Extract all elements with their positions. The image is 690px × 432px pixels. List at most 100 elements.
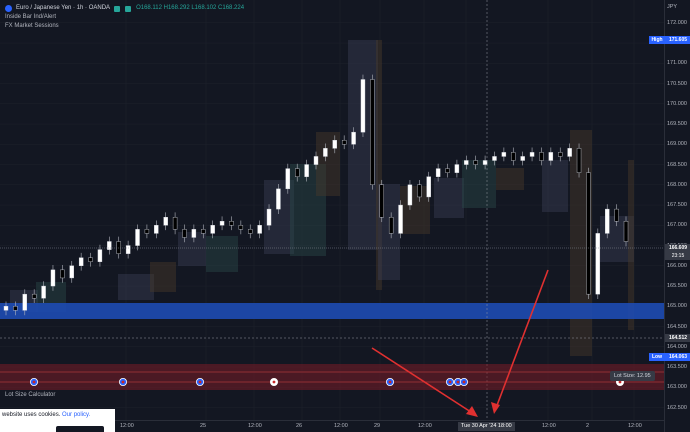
cookie-accept-button[interactable]	[56, 426, 104, 432]
chart-legend: Euro / Japanese Yen · 1h · OANDA O168.11…	[5, 4, 244, 31]
price-scale[interactable]: JPY 172.000171.500171.000170.500170.0001…	[649, 0, 690, 432]
time-tick-label: 12:00	[248, 423, 262, 429]
candle-body	[482, 160, 488, 165]
signal-marker-core	[121, 380, 125, 384]
candle-body	[388, 216, 394, 234]
candle-body	[13, 306, 18, 311]
candle-body	[97, 249, 103, 262]
candle-body	[88, 257, 93, 262]
time-tick-label: 12:00	[542, 423, 556, 429]
candle-body	[238, 225, 244, 230]
signal-marker-core	[272, 380, 276, 384]
symbol-name[interactable]: Euro / Japanese Yen · 1h · OANDA	[16, 5, 111, 11]
price-tick-label: 163.500	[667, 364, 687, 371]
candle-body	[351, 131, 356, 145]
price-chart[interactable]	[0, 0, 664, 432]
candle-body	[341, 140, 347, 145]
candle-body	[539, 152, 544, 161]
time-tick-label: 12:00	[418, 423, 432, 429]
ohlc-values: O168.112 H168.292 L168.102 C168.224	[136, 5, 245, 11]
time-tick-label: 2	[586, 423, 590, 429]
cookie-text: website uses cookies.	[2, 412, 61, 418]
price-tick-label: 162.500	[667, 404, 687, 411]
candle-body	[576, 148, 582, 173]
signal-marker-core	[448, 380, 452, 384]
candle-body	[31, 293, 37, 299]
candle-body	[567, 148, 572, 157]
session-box	[542, 160, 568, 212]
candle-body	[332, 140, 337, 149]
candle-body	[135, 229, 140, 246]
signal-marker-core	[456, 380, 460, 384]
session-box	[118, 274, 154, 300]
candle-body	[229, 221, 234, 226]
candle-body	[548, 152, 554, 161]
low-label: Low	[649, 353, 665, 361]
price-tick-label: 167.000	[667, 222, 687, 229]
lot-size-calculator-label[interactable]: Lot Size Calculator	[5, 392, 56, 398]
price-tick-label: 165.000	[667, 303, 687, 310]
symbol-row[interactable]: Euro / Japanese Yen · 1h · OANDA O168.11…	[5, 4, 244, 13]
price-tick-label: 171.000	[667, 60, 687, 67]
indicator-inside-bar[interactable]: Inside Bar Ind/Alert	[5, 14, 57, 20]
low-value: 164.063	[665, 353, 690, 361]
market-status-icon	[114, 5, 121, 12]
signal-marker-core	[388, 380, 392, 384]
candle-body	[605, 208, 610, 234]
candle-body	[511, 152, 516, 161]
candle-body	[360, 79, 366, 133]
candle-body	[323, 148, 328, 157]
candle-body	[370, 79, 375, 186]
candle-body	[3, 306, 9, 311]
time-axis[interactable]: 12:002512:002612:002912:003012:00212:00 …	[0, 420, 664, 432]
price-tick-label: 164.500	[667, 323, 687, 330]
candlesticks	[3, 74, 629, 316]
price-tick-label: 163.000	[667, 384, 687, 391]
candle-body	[464, 160, 469, 165]
candle-body	[210, 225, 215, 234]
currency-label: JPY	[667, 4, 678, 10]
price-tick-label: 169.500	[667, 121, 687, 128]
candle-body	[116, 241, 121, 254]
candle-body	[623, 221, 629, 242]
session-box	[178, 232, 206, 266]
session-box	[434, 178, 464, 218]
signal-markers	[29, 377, 625, 386]
candle-body	[248, 229, 253, 234]
candle-body	[125, 245, 131, 254]
candle-body	[201, 229, 206, 234]
session-box	[628, 160, 634, 330]
session-box	[290, 164, 326, 256]
time-tick-label: 26	[296, 423, 303, 429]
cookie-policy-link[interactable]: Our policy.	[62, 412, 91, 418]
candle-body	[558, 152, 563, 157]
candle-body	[266, 208, 272, 226]
candle-body	[182, 229, 187, 238]
candle-body	[398, 204, 403, 234]
candle-body	[304, 164, 309, 177]
annotation-arrows	[371, 269, 549, 417]
price-tick-label: 169.000	[667, 141, 687, 148]
crosshair-price-tag: 164.512	[665, 334, 690, 342]
candle-body	[426, 176, 431, 198]
candle-body	[454, 164, 460, 173]
candle-body	[144, 229, 150, 234]
price-tick-label: 170.500	[667, 80, 687, 87]
price-tick-label: 172.000	[667, 19, 687, 26]
candle-body	[586, 172, 591, 295]
candle-body	[276, 188, 281, 210]
euro-flag-icon	[5, 5, 12, 12]
time-tick-label: 12:00	[334, 423, 348, 429]
high-value: 171.605	[665, 36, 690, 44]
candle-body	[435, 168, 441, 177]
candle-body	[492, 156, 497, 161]
candle-body	[473, 160, 478, 165]
candle-body	[163, 216, 168, 226]
indicator-fx-sessions[interactable]: FX Market Sessions	[5, 23, 59, 29]
time-tick-label: 12:00	[628, 423, 642, 429]
current-price-tag: 166.609	[665, 244, 690, 252]
candle-body	[50, 269, 56, 287]
candle-body	[295, 168, 300, 177]
candle-body	[22, 293, 27, 311]
signal-marker-core	[618, 380, 622, 384]
